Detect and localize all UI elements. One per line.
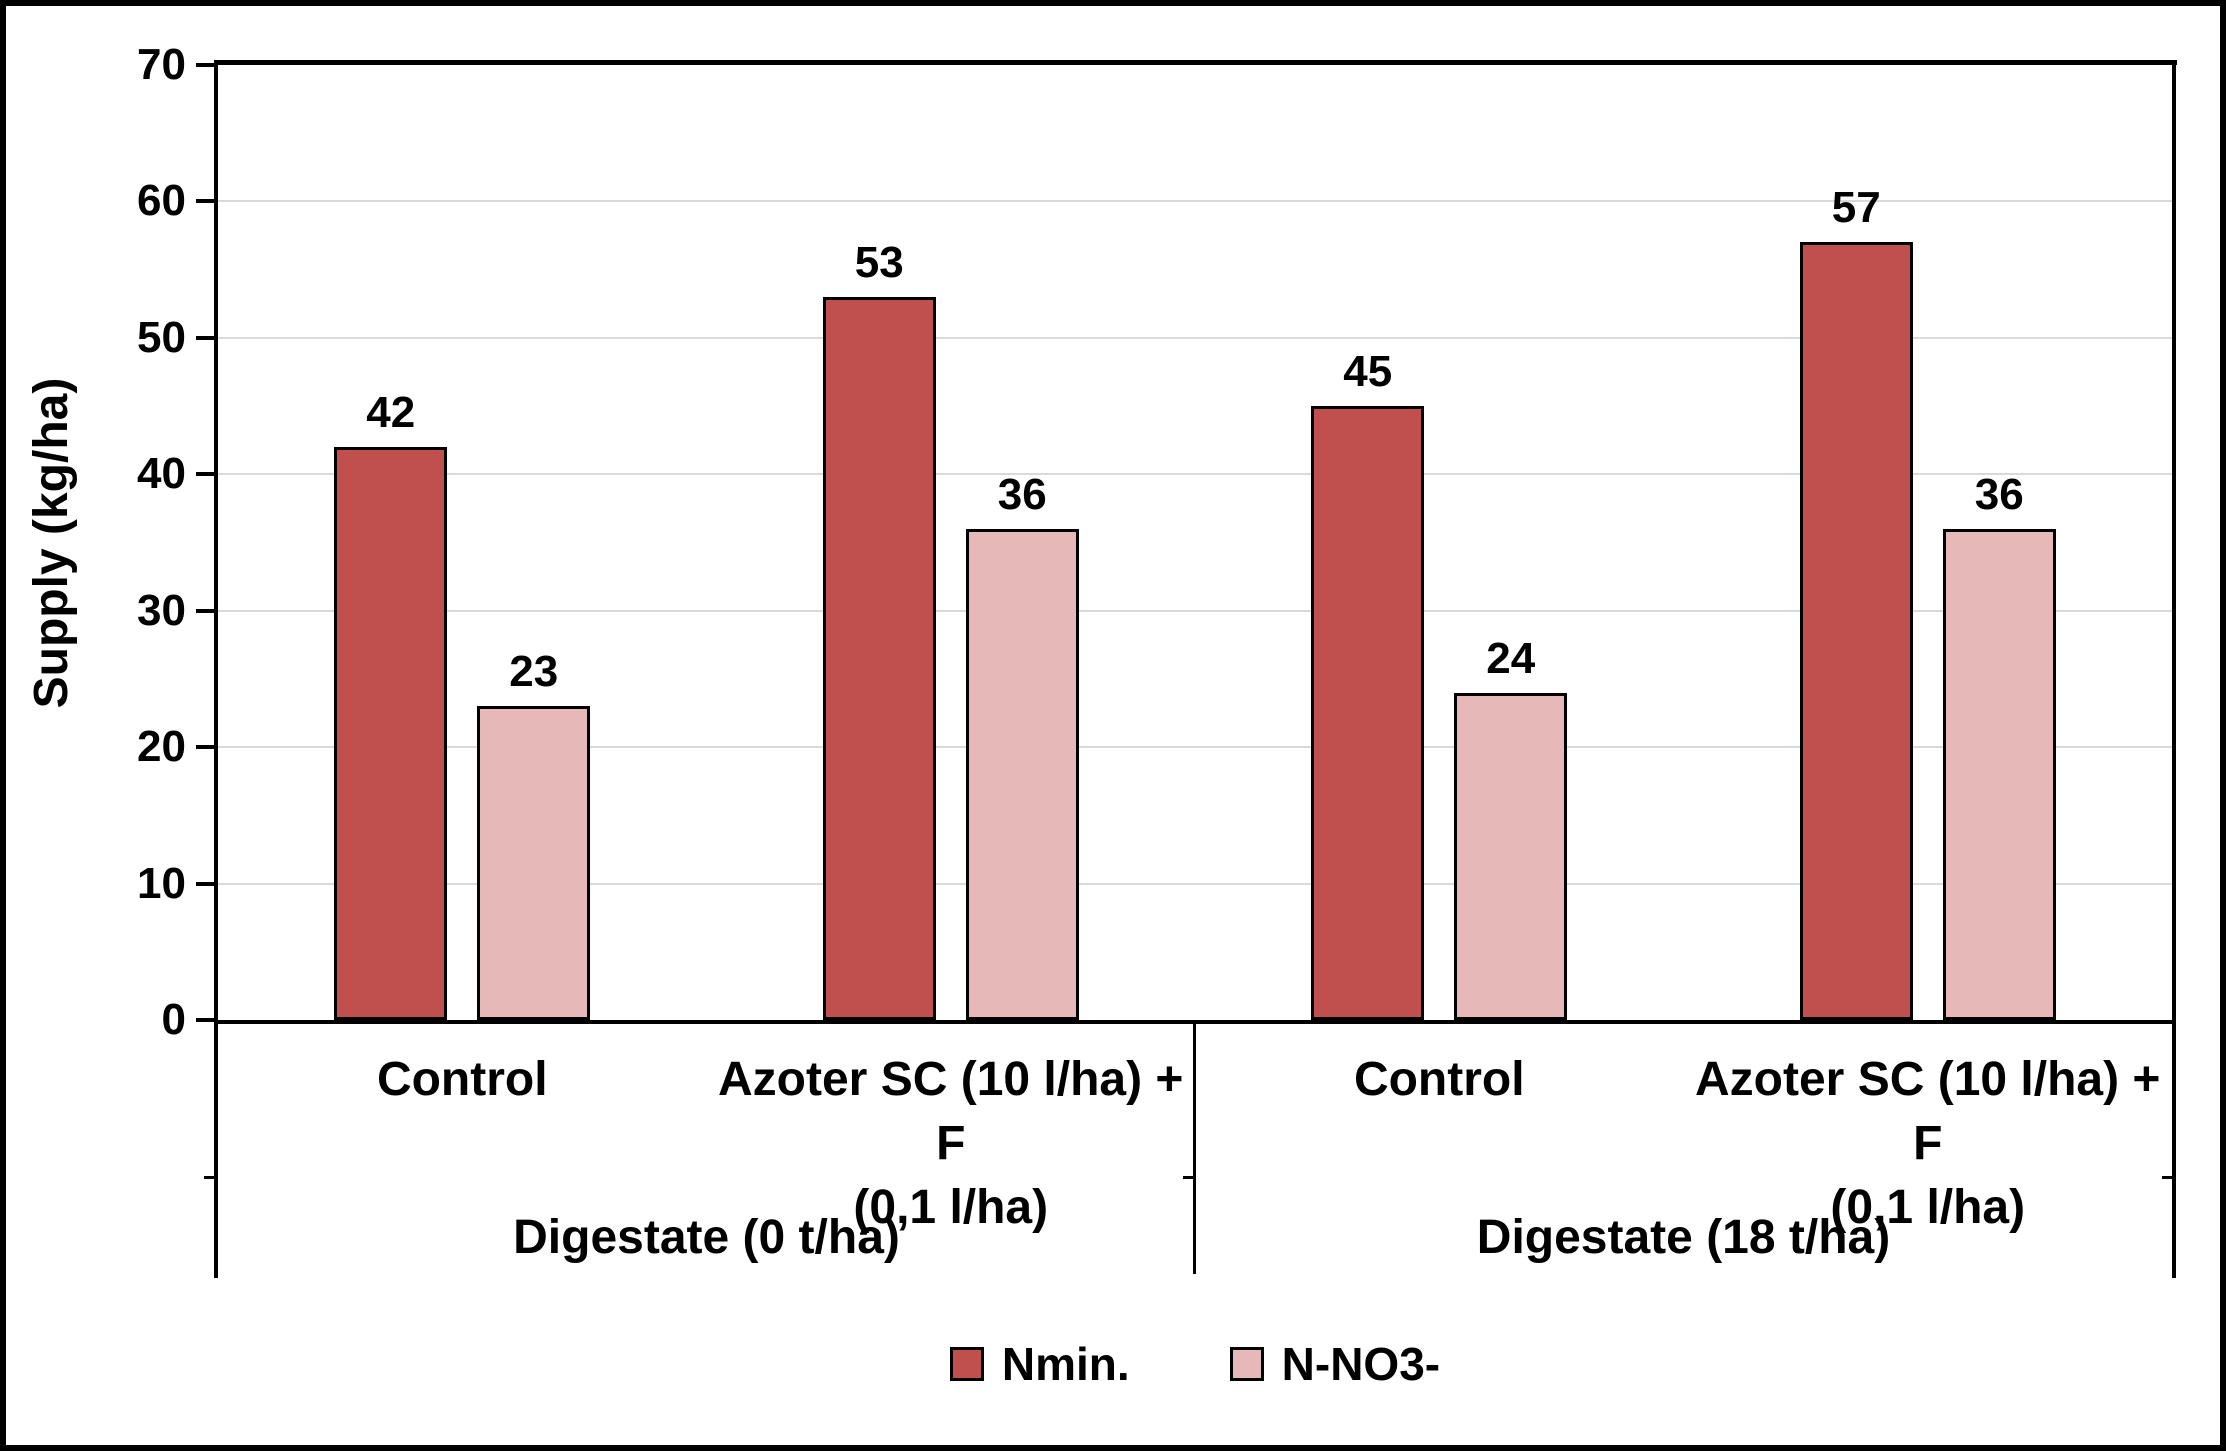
plot-top-border — [214, 60, 2177, 65]
gridline-20 — [218, 746, 2172, 749]
category-label-line: Control — [376, 1053, 548, 1106]
legend-swatch — [949, 1347, 984, 1381]
plot-right-border — [2172, 60, 2176, 1278]
y-axis-tick-label: 70 — [137, 40, 186, 89]
y-axis-tick-60 — [196, 199, 214, 204]
y-axis-tick-label: 40 — [137, 449, 186, 499]
y-axis-tick-20 — [196, 745, 214, 750]
category-band-tick-0 — [204, 1176, 214, 1179]
bar-series0-cat2 — [1311, 406, 1425, 1020]
category-label: Azoter SC (10 l/ha) + F (0,1 l/ha) — [1684, 1048, 2173, 1240]
group-divider — [1193, 1024, 1196, 1274]
legend-swatch — [1229, 1347, 1264, 1381]
bar-value-label: 45 — [1343, 347, 1393, 396]
y-axis-tick-label: 60 — [137, 176, 186, 226]
category-label: Control — [1195, 1048, 1684, 1112]
bar-series0-cat0 — [334, 447, 448, 1020]
bar-series1-cat1 — [965, 529, 1079, 1020]
category-label: Control — [218, 1048, 707, 1112]
category-label-line: Azoter SC (10 l/ha) + F — [1695, 1053, 2161, 1170]
category-band-tick-2 — [2162, 1176, 2172, 1179]
gridline-50 — [218, 336, 2172, 339]
bar-series1-cat0 — [477, 706, 591, 1020]
x-axis-line — [214, 1020, 2176, 1024]
category-label: Azoter SC (10 l/ha) + F (0,1 l/ha) — [707, 1048, 1196, 1240]
y-axis-tick-0 — [196, 1018, 214, 1022]
group-label: Digestate (18 t/ha) — [1476, 1211, 1891, 1264]
category-label-line: Azoter SC (10 l/ha) + F — [718, 1053, 1184, 1170]
bar-series1-cat2 — [1454, 693, 1568, 1020]
bar-value-label: 53 — [854, 238, 904, 287]
y-axis-tick-label: 20 — [137, 722, 186, 772]
category-label-line: (0,1 l/ha) — [1830, 1181, 2026, 1234]
y-axis-tick-10 — [196, 881, 214, 886]
legend: Nmin. N-NO3- — [218, 1336, 2172, 1392]
category-band-tick-1 — [1183, 1176, 1193, 1179]
y-axis-tick-label: 10 — [137, 858, 186, 908]
legend-label: N-NO3- — [1281, 1338, 1441, 1390]
bar-series0-cat1 — [822, 297, 936, 1020]
bar-value-label: 24 — [1486, 634, 1536, 683]
legend-item: Nmin. — [949, 1338, 1130, 1390]
y-axis-tick-label: 0 — [161, 995, 186, 1044]
gridline-30 — [218, 609, 2172, 612]
bar-value-label: 42 — [366, 388, 416, 437]
bar-value-label: 36 — [1974, 470, 2024, 519]
bar-value-label: 36 — [997, 470, 1047, 519]
gridline-10 — [218, 882, 2172, 885]
bar-series0-cat3 — [1799, 242, 1913, 1020]
bar-series1-cat3 — [1942, 529, 2056, 1020]
group-label: Digestate (0 t/ha) — [513, 1211, 900, 1264]
category-label-line: Control — [1353, 1053, 1525, 1106]
bar-value-label: 23 — [509, 647, 559, 696]
y-axis-tick-70 — [196, 63, 214, 67]
y-axis-tick-40 — [196, 472, 214, 477]
y-axis-tick-label: 50 — [137, 312, 186, 362]
category-label-line: (0,1 l/ha) — [853, 1181, 1049, 1234]
y-axis-tick-50 — [196, 335, 214, 340]
gridline-60 — [218, 200, 2172, 203]
legend-item: N-NO3- — [1229, 1338, 1441, 1390]
y-axis-line — [214, 60, 218, 1278]
y-axis-tick-30 — [196, 608, 214, 613]
gridline-40 — [218, 473, 2172, 476]
bar-value-label: 57 — [1831, 183, 1881, 232]
legend-label: Nmin. — [1001, 1338, 1130, 1390]
y-axis-tick-label: 30 — [137, 585, 186, 635]
